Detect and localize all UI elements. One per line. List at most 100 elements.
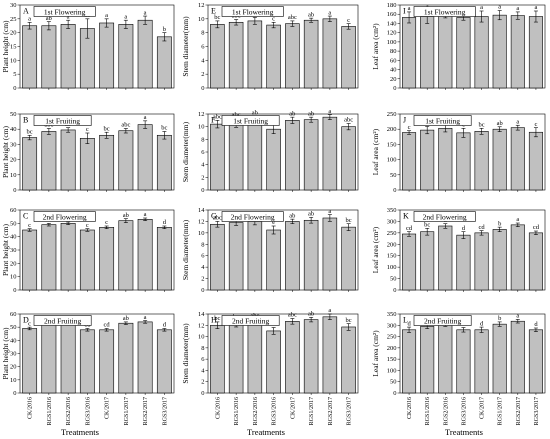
panel-f-ytick-label-6: 12 [198,111,205,118]
panel-i-ytick-label-0: 0 [393,85,396,92]
panel-a-ytick-label-4: 20 [10,30,17,37]
panel-d-ytick-label-1: 10 [10,377,17,384]
panel-f-bar-0 [210,123,225,191]
panel-b-ylabel: Plant height (cm) [1,125,10,178]
panel-b-letter-3: c [86,126,89,133]
panel-a-letter-1: ab [46,15,52,22]
panel-j-bar-7 [528,131,543,191]
panel-k-ytick-label-6: 300 [387,218,397,225]
panel-h: 0 2 4 6 8 10 12 14 Stem diameter(mm) bc CK/2016 bc R… [181,307,359,425]
panel-e-bar-1 [228,21,244,89]
panel-h-title: 2nd Fruiting [232,316,270,325]
panel-j-ytick-label-0: 0 [393,187,396,194]
panel-j-bar-2 [438,127,453,191]
panel-b-ytick-label-3: 30 [10,141,17,148]
panel-k-bar-5 [492,229,507,291]
panel-g-ytick-label-3: 6 [201,253,205,260]
panel-b-frame [19,113,175,191]
panel-e-bar-3 [266,24,281,89]
panel-i-letter-5: a [498,4,501,11]
panel-k-frame [399,209,546,291]
panel-d-category-label-5: RGS1/2017 [124,397,130,425]
panel-i-ytick-label-7: 140 [387,20,397,27]
panel-h-letter-label: H [211,316,217,325]
panel-c-ytick-label-1: 10 [10,274,17,281]
panel-a-letter-label: A [23,7,29,16]
panel-f-bar-1 [228,122,244,191]
panel-k-ytick-label-5: 250 [387,230,397,237]
panel-d-ytick-label-4: 40 [10,337,17,344]
panel-g-letter-7: bc [346,217,352,224]
panel-k-bar-1 [420,231,435,291]
panel-d-bar-7 [156,329,172,394]
panel-k-ytick-label-7: 350 [387,207,397,214]
panel-j-frame [399,113,546,191]
panel-l-ytick-label-1: 50 [390,379,397,386]
panel-f-letter-0: abc [213,114,222,121]
panel-a-ytick-label-6: 30 [10,2,17,9]
panel-d-letter-0: c [28,320,31,327]
panel-l-ytick-label-5: 250 [387,334,397,341]
panel-d-ytick-label-3: 30 [10,351,17,358]
panel-k-letter-0: cd [406,225,413,232]
panel-g-ytick-label-5: 10 [198,230,205,237]
panel-l-bar-6 [510,320,525,394]
panel-l-category-label-2: RGS2/2016 [443,397,449,425]
panel-i-bar-0 [402,17,417,89]
panel-k-title: 2nd Flowering [423,212,467,221]
panel-g-ytick-label-1: 2 [201,276,204,283]
panel-i-bar-2 [438,15,453,89]
panel-l-category-label-5: RGS1/2017 [498,397,504,425]
panel-b-title-box [33,115,92,126]
panel-f-ylabel: Stem diameter(mm) [181,121,190,182]
panel-j-bar-3 [456,132,471,191]
panel-d-title-box [33,315,92,326]
panel-a-bar-5 [118,24,134,89]
panel-f-letter-6: a [328,108,331,115]
panel-d-letter-6: a [144,314,147,321]
panel-k-bar-4 [474,232,489,291]
panel-d-bar-0 [22,328,38,394]
panel-l-letter-5: b [498,315,501,322]
panel-e-bar-0 [210,24,225,89]
panel-g-bar-6 [322,217,338,291]
panel-h-category-label-2: RGS2/2016 [253,397,259,425]
panel-f-bar-2 [247,120,263,191]
panel-f-ytick-label-4: 8 [201,136,204,143]
panel-e-ytick-label-3: 6 [201,44,205,51]
panel-f-title-box [221,115,280,126]
panel-a-ytick-label-5: 25 [10,16,17,23]
panel-c-bar-3 [79,229,95,291]
panel-k-bar-3 [456,234,471,291]
panel-j-ylabel: Leaf area (cm²) [371,128,380,175]
panel-i-ytick-label-2: 40 [390,67,397,74]
panel-j-letter-0: c [408,124,411,131]
panel-h-letter-5: ab [308,311,314,318]
panel-i-letter-6: a [516,5,519,12]
panel-f-letter-7: abc [344,117,353,124]
panel-l: 0 50 100 150 200 250 300 350 Leaf area (cm²) d CK/… [371,311,546,425]
x-axis-title-col1: Treatments [61,427,99,437]
panel-e-letter-6: a [328,9,331,16]
panel-l-letter-4: d [480,320,484,327]
panel-f-bar-3 [266,128,281,191]
panel-l-bar-3 [456,329,471,394]
panel-l-letter-0: d [407,320,411,327]
panel-h-bar-3 [266,330,281,394]
panel-k-ytick-label-3: 150 [387,253,397,260]
panel-a-bar-7 [156,36,172,89]
panel-l-bar-7 [528,329,543,394]
panel-i-bar-6 [510,15,525,89]
panel-k-ytick-label-2: 100 [387,264,397,271]
panel-e-ytick-label-0: 0 [201,85,204,92]
panel-a-ytick-label-1: 5 [13,71,16,78]
panel-g-bar-4 [285,221,300,291]
panel-k-letter-label: K [403,212,409,221]
panel-i-bar-4 [474,16,489,89]
panel-h-letter-6: a [328,307,331,314]
panel-e-ylabel: Stem diameter(mm) [181,16,190,77]
